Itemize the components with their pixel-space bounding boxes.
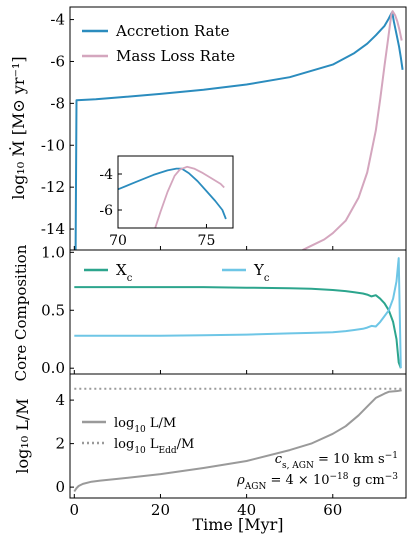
y-tick-label: 2 — [55, 435, 65, 453]
series-line-3-2 — [74, 257, 402, 369]
panel-mass-rate-ticks: -4 -6 -8 -10 -12 -14 — [41, 11, 334, 250]
y-tick-label: 0.0 — [41, 359, 65, 377]
y-tick-label: -6 — [50, 52, 65, 70]
legend-label-accretion: Accretion Rate — [115, 22, 230, 40]
legend-label-ledd: log10 LEdd/M — [114, 437, 194, 456]
series-line-4-1 — [73, 389, 402, 493]
y-tick-label: -14 — [41, 220, 65, 238]
panel-luminosity-plot — [73, 387, 402, 493]
series-line-2-2 — [154, 165, 225, 228]
x-tick-label: 20 — [151, 501, 170, 519]
inset-background — [118, 156, 233, 228]
panel-core-composition: 0.0 0.5 1.0 Core Composition Xc Yc — [12, 243, 407, 381]
y-tick-label: 0.5 — [41, 301, 65, 319]
panel-mass-rate-legend: Accretion Rate Mass Loss Rate — [82, 22, 235, 65]
panel-core-composition-ticks: 0.0 0.5 1.0 — [41, 243, 334, 377]
x-tick-label: 0 — [70, 501, 80, 519]
panel-mass-rate: -4 -6 -8 -10 -12 -14 log₁₀ Ṁ [M⊙ yr⁻¹] Accret… — [8, 6, 407, 251]
x-tick-label: 75 — [198, 233, 216, 249]
x-tick-label: 60 — [323, 501, 342, 519]
legend-label-yc: Yc — [253, 261, 270, 284]
panel-mass-rate-plot — [74, 10, 404, 250]
y-tick-label: -4 — [99, 167, 113, 183]
legend-label-lm: log10 L/M — [114, 416, 176, 435]
inset: -4 -6 70 75 — [99, 155, 234, 249]
panel-core-composition-plot — [74, 257, 402, 369]
series-line-3-1 — [74, 286, 402, 369]
y-tick-label: -12 — [41, 178, 65, 196]
y-tick-label: 4 — [55, 391, 65, 409]
annotation-sound-speed: cs, AGN = 10 km s−1 — [275, 451, 398, 471]
panel-luminosity-frame — [69, 373, 407, 499]
annotation-density: ρAGN = 4 × 10−18 g cm−3 — [236, 472, 398, 492]
series-line-1-1 — [74, 11, 404, 250]
inset-ticks: -4 -6 70 75 — [99, 167, 215, 249]
y-tick-label: -6 — [99, 203, 113, 219]
panel-luminosity-ylabel: log₁₀ L/M — [13, 398, 32, 473]
x-axis-label: Time [Myr] — [192, 515, 283, 534]
legend-label-mass-loss: Mass Loss Rate — [116, 47, 235, 65]
panel-core-composition-legend: Xc Yc — [84, 261, 270, 284]
inset-plot — [118, 165, 227, 228]
y-tick-label: -10 — [41, 136, 65, 154]
series-line-2-1 — [118, 167, 227, 220]
y-tick-label: -4 — [50, 11, 65, 29]
y-tick-label: 0 — [55, 478, 65, 496]
x-tick-label: 70 — [109, 233, 127, 249]
y-tick-label: 1.0 — [41, 243, 65, 261]
panel-luminosity-legend: log10 L/M log10 LEdd/M — [82, 416, 194, 456]
legend-label-xc: Xc — [116, 261, 133, 284]
panel-mass-rate-ylabel: log₁₀ Ṁ [M⊙ yr⁻¹] — [8, 56, 28, 199]
inset-frame — [117, 155, 234, 229]
x-tick-label: 40 — [237, 501, 256, 519]
series-line-1-2 — [302, 10, 403, 250]
y-tick-label: -8 — [50, 94, 65, 112]
panel-core-composition-ylabel: Core Composition — [12, 244, 30, 381]
